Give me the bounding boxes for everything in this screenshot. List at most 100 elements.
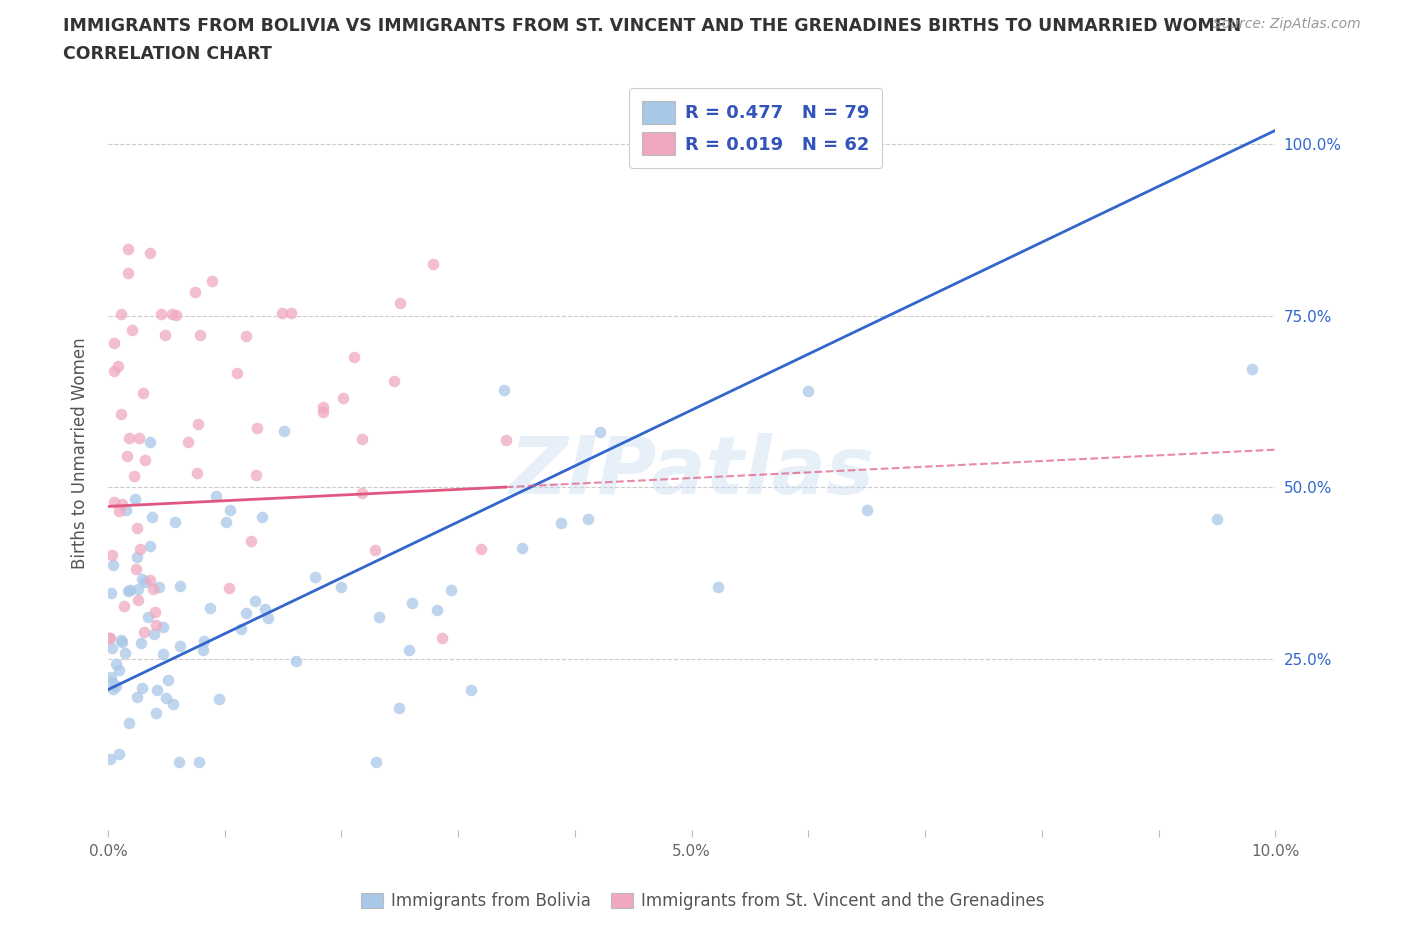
Point	[332, 391, 354, 405]
Point	[108, 746, 131, 761]
Point	[401, 595, 423, 610]
Point	[165, 308, 187, 323]
Point	[257, 611, 280, 626]
Point	[121, 323, 143, 338]
Point	[120, 582, 142, 597]
Point	[107, 359, 129, 374]
Point	[470, 541, 492, 556]
Point	[215, 514, 238, 529]
Point	[231, 621, 253, 636]
Point	[103, 682, 125, 697]
Point	[104, 679, 127, 694]
Point	[273, 424, 295, 439]
Point	[127, 593, 149, 608]
Point	[856, 503, 879, 518]
Point	[218, 581, 240, 596]
Point	[188, 327, 211, 342]
Point	[186, 465, 208, 480]
Point	[235, 605, 257, 620]
Point	[134, 453, 156, 468]
Point	[1241, 362, 1264, 377]
Point	[145, 618, 167, 633]
Point	[118, 716, 141, 731]
Point	[127, 581, 149, 596]
Point	[398, 643, 420, 658]
Point	[343, 349, 366, 364]
Point	[188, 754, 211, 769]
Point	[117, 584, 139, 599]
Point	[117, 266, 139, 281]
Point	[153, 327, 176, 342]
Point	[100, 670, 122, 684]
Point	[225, 366, 247, 381]
Point	[494, 382, 516, 397]
Point	[382, 373, 405, 388]
Point	[184, 285, 207, 299]
Point	[143, 604, 166, 619]
Point	[162, 697, 184, 711]
Point	[132, 386, 155, 401]
Point	[134, 575, 156, 590]
Point	[243, 593, 266, 608]
Point	[139, 246, 162, 260]
Point	[128, 542, 150, 557]
Legend: Immigrants from Bolivia, Immigrants from St. Vincent and the Grenadines: Immigrants from Bolivia, Immigrants from…	[354, 885, 1052, 917]
Point	[245, 468, 267, 483]
Point	[100, 586, 122, 601]
Text: Source: ZipAtlas.com: Source: ZipAtlas.com	[1213, 17, 1361, 31]
Point	[103, 558, 125, 573]
Point	[330, 579, 353, 594]
Point	[368, 609, 391, 624]
Point	[125, 550, 148, 565]
Point	[145, 683, 167, 698]
Point	[311, 405, 333, 419]
Point	[143, 627, 166, 642]
Point	[98, 751, 121, 766]
Point	[108, 662, 131, 677]
Point	[139, 539, 162, 554]
Point	[350, 485, 373, 500]
Point	[114, 646, 136, 661]
Point	[115, 503, 138, 518]
Point	[111, 496, 134, 511]
Point	[797, 384, 820, 399]
Point	[117, 448, 139, 463]
Point	[139, 573, 162, 588]
Point	[495, 432, 517, 447]
Point	[107, 504, 129, 519]
Point	[218, 502, 240, 517]
Point	[177, 434, 200, 449]
Point	[160, 307, 183, 322]
Point	[201, 273, 224, 288]
Point	[141, 510, 163, 525]
Point	[430, 631, 453, 645]
Point	[163, 515, 186, 530]
Point	[187, 417, 209, 432]
Point	[103, 495, 125, 510]
Point	[127, 690, 149, 705]
Point	[124, 491, 146, 506]
Text: ZIPatlas: ZIPatlas	[509, 432, 875, 511]
Point	[110, 406, 132, 421]
Point	[155, 691, 177, 706]
Point	[110, 633, 132, 648]
Point	[193, 643, 215, 658]
Point	[131, 681, 153, 696]
Text: IMMIGRANTS FROM BOLIVIA VS IMMIGRANTS FROM ST. VINCENT AND THE GRENADINES BIRTHS: IMMIGRANTS FROM BOLIVIA VS IMMIGRANTS FR…	[63, 17, 1241, 34]
Point	[100, 641, 122, 656]
Point	[352, 432, 374, 446]
Point	[250, 510, 273, 525]
Point	[104, 657, 127, 671]
Point	[440, 583, 463, 598]
Point	[550, 516, 572, 531]
Point	[156, 672, 179, 687]
Point	[280, 305, 302, 320]
Point	[131, 571, 153, 586]
Point	[284, 654, 307, 669]
Point	[132, 625, 155, 640]
Point	[208, 691, 231, 706]
Point	[1206, 512, 1229, 526]
Point	[103, 336, 125, 351]
Point	[167, 754, 190, 769]
Point	[138, 609, 160, 624]
